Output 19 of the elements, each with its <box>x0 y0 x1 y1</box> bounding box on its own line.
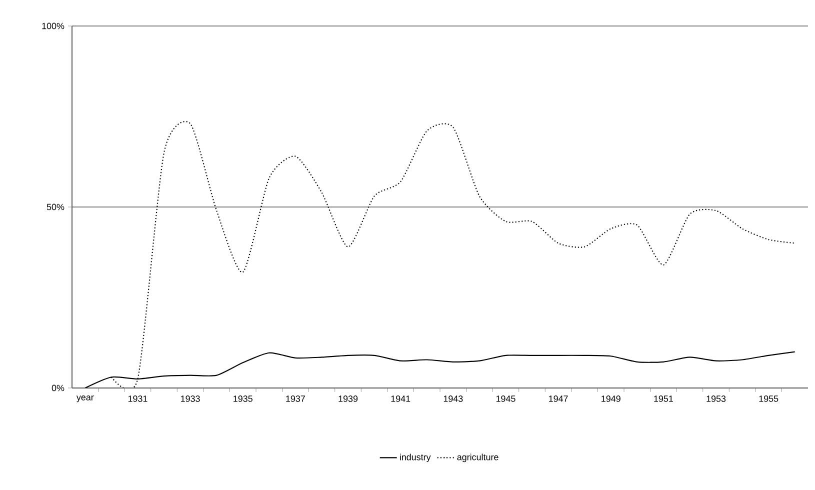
y-tick-label: 0% <box>52 384 64 392</box>
legend-label: agriculture <box>457 454 498 462</box>
x-tick-label: 1937 <box>286 396 305 402</box>
x-tick-label: 1953 <box>706 396 726 402</box>
x-tick-label: 1933 <box>181 396 200 402</box>
y-tick-label: 50% <box>46 204 64 210</box>
x-tick-label: 1941 <box>391 396 410 402</box>
x-tick-label: 1931 <box>128 396 148 402</box>
x-tick-label: 1955 <box>759 396 778 402</box>
x-tick-label: 1951 <box>654 396 673 402</box>
x-tick-label: 1943 <box>444 396 463 402</box>
x-tick-label: year <box>76 396 94 402</box>
x-tick-label: 1947 <box>549 396 568 402</box>
legend-label: industry <box>400 454 431 462</box>
x-tick-label: 1945 <box>496 396 516 402</box>
x-tick-label: 1949 <box>602 396 620 402</box>
x-tick-label: 1935 <box>234 396 252 402</box>
y-tick-label: 100% <box>42 22 64 30</box>
x-tick-label: 1939 <box>338 396 358 402</box>
